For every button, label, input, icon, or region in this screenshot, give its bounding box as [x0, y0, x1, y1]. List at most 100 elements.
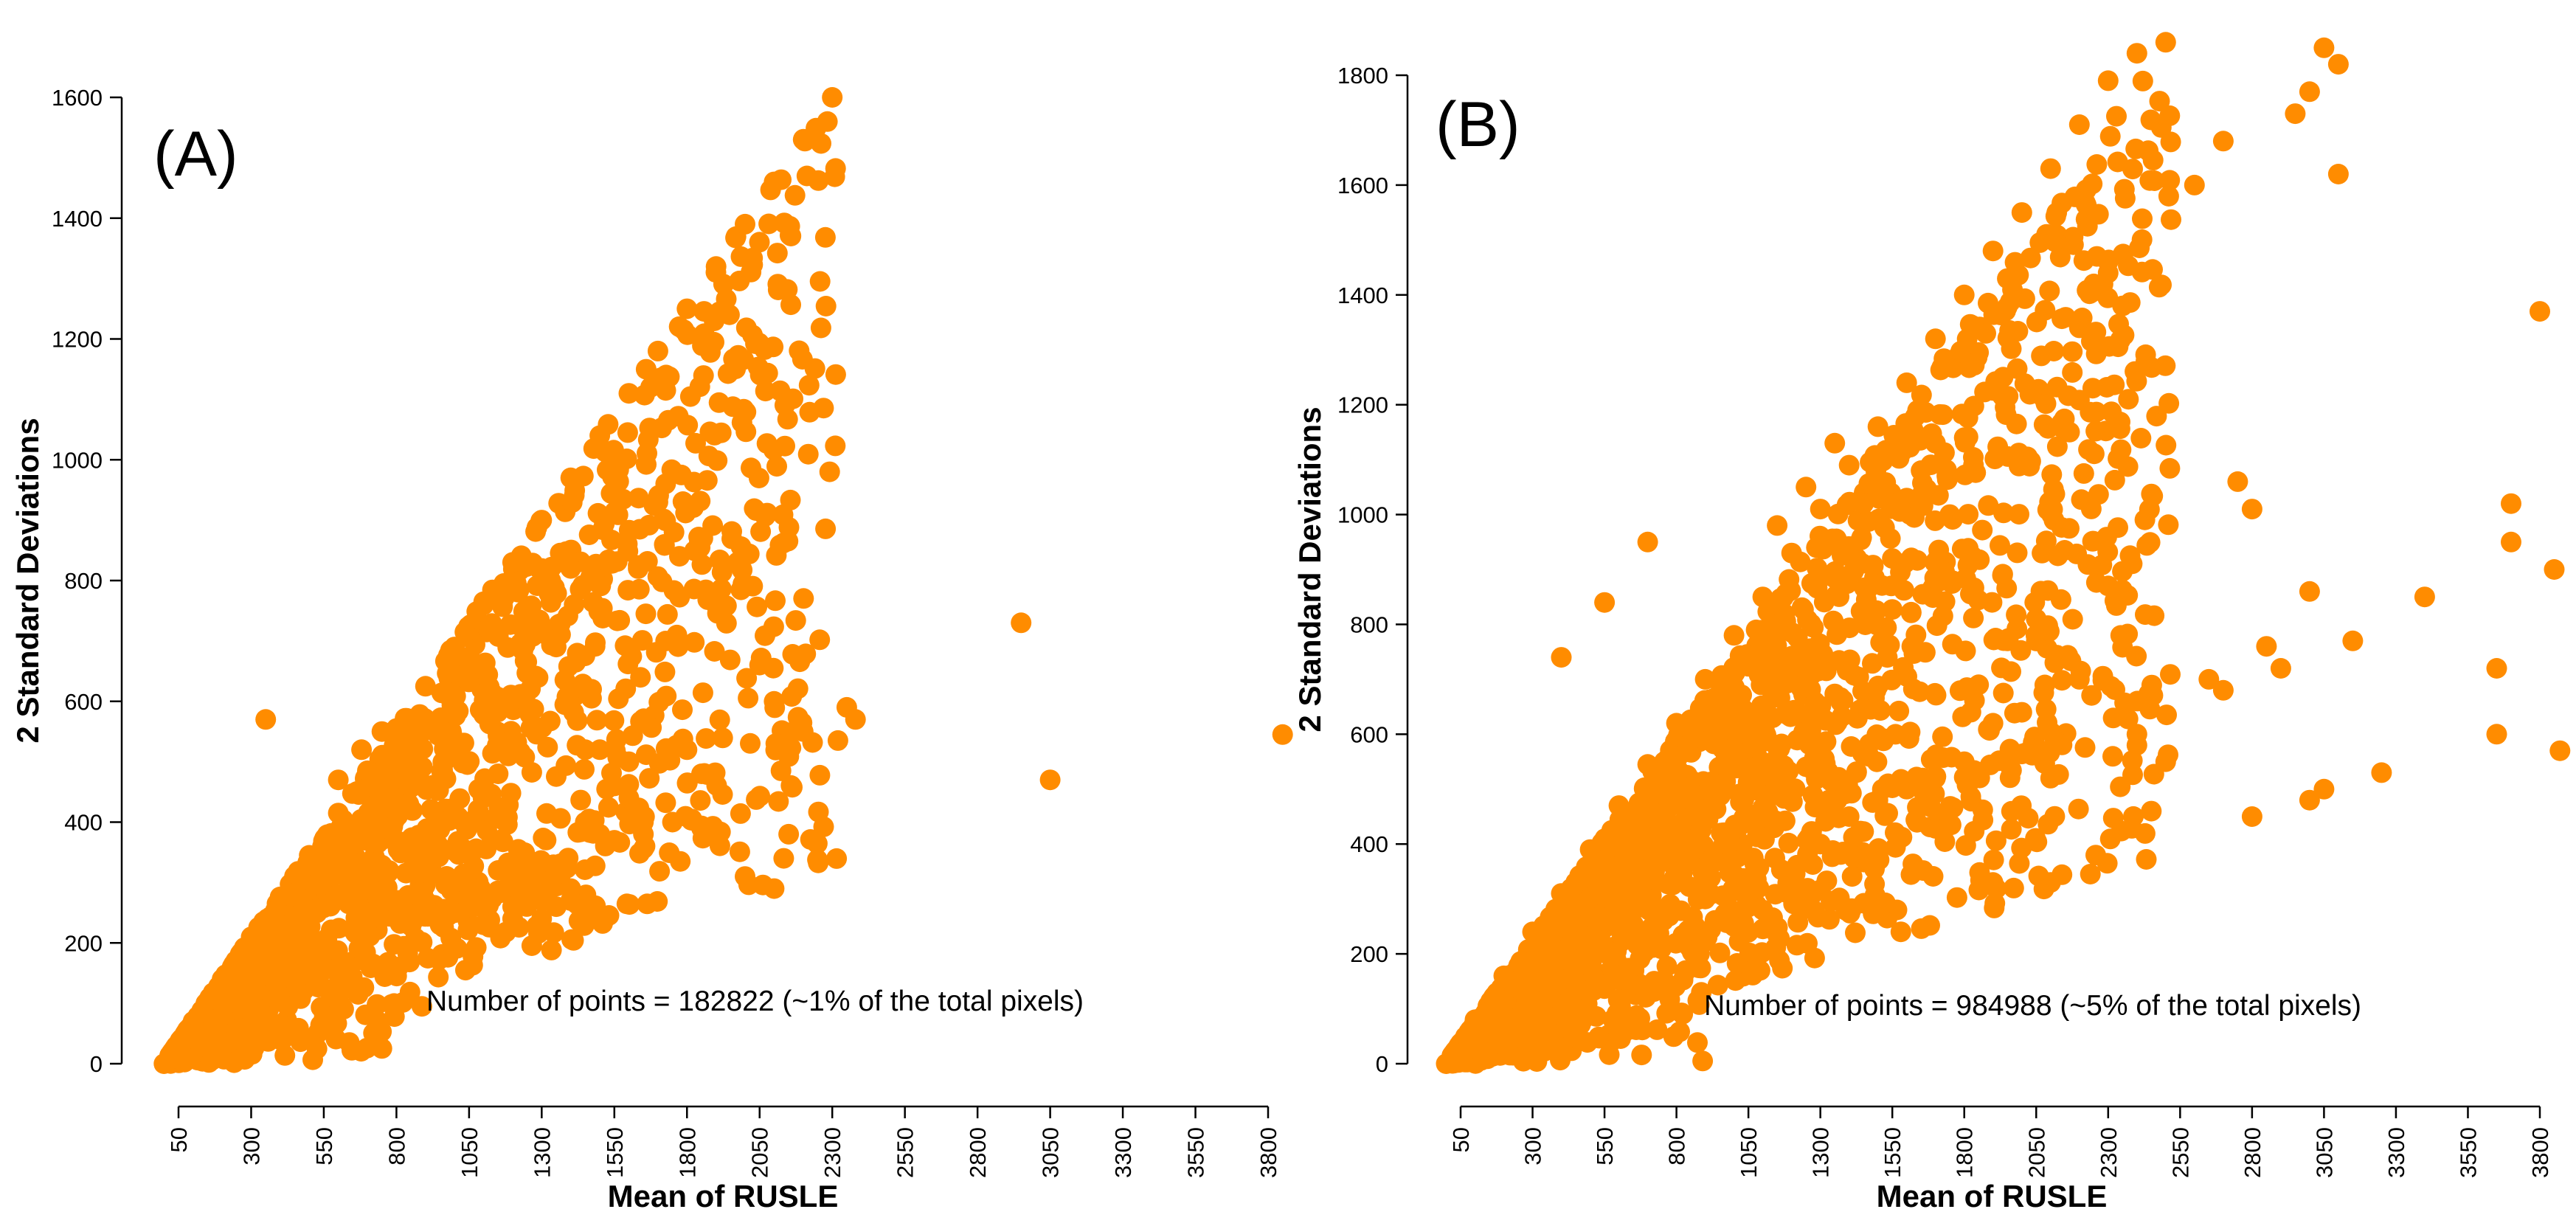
cloud-point — [2075, 209, 2097, 230]
cloud-point — [2014, 288, 2035, 309]
cloud-point — [1645, 869, 1666, 890]
cloud-point — [629, 578, 650, 600]
cloud-point — [635, 744, 657, 766]
data-point — [1637, 754, 1658, 775]
data-point — [444, 902, 465, 924]
cloud-point — [367, 887, 389, 908]
cloud-point — [1989, 750, 2009, 772]
cloud-point — [1897, 666, 1917, 688]
cloud-point — [2097, 853, 2118, 874]
x-tick-label: 800 — [1664, 1127, 1690, 1166]
cloud-point — [710, 821, 731, 842]
cloud-point — [2009, 504, 2029, 525]
cloud-point — [2080, 401, 2101, 423]
cloud-point — [422, 775, 443, 796]
cloud-point — [1638, 899, 1660, 921]
cloud-point — [825, 364, 846, 385]
data-point — [1436, 1053, 1457, 1074]
cloud-point — [1787, 912, 1809, 933]
cloud-point — [655, 792, 676, 814]
cloud-point — [2155, 355, 2176, 376]
cloud-point — [1907, 550, 1928, 571]
x-tick-label: 1050 — [457, 1127, 482, 1178]
cloud-point — [1841, 736, 1862, 757]
cloud-point — [500, 783, 522, 804]
cloud-point — [1925, 818, 1946, 839]
cloud-point — [815, 296, 837, 316]
cloud-point — [2136, 849, 2157, 870]
data-point — [792, 721, 814, 742]
data-point — [1882, 548, 1903, 569]
cloud-point — [2052, 734, 2073, 755]
cloud-point — [2062, 341, 2083, 362]
cloud-point — [516, 651, 538, 673]
cloud-point — [656, 685, 677, 707]
cloud-point — [2126, 370, 2147, 392]
cloud-point — [1827, 503, 1849, 524]
cloud-point — [345, 907, 367, 929]
cloud-point — [819, 461, 840, 482]
cloud-point — [727, 552, 748, 572]
cloud-point — [1800, 638, 1821, 659]
cloud-point — [1746, 738, 1767, 758]
cloud-point — [779, 215, 800, 237]
cloud-point — [2062, 361, 2083, 383]
data-point — [705, 256, 727, 277]
cloud-point — [2159, 457, 2181, 479]
data-point — [2068, 114, 2090, 135]
cloud-point — [649, 861, 671, 882]
cloud-point — [1830, 691, 1852, 713]
cloud-point — [2046, 436, 2068, 457]
cloud-point — [2132, 208, 2153, 229]
cloud-point — [2068, 798, 2089, 820]
cloud-point — [810, 317, 831, 339]
cloud-point — [2144, 170, 2165, 191]
cloud-point — [716, 288, 737, 310]
cloud-point — [710, 578, 732, 600]
cloud-point — [2156, 704, 2177, 726]
cloud-point — [1790, 657, 1812, 678]
cloud-point — [1772, 957, 1793, 979]
cloud-point — [616, 449, 637, 469]
cloud-point — [476, 838, 497, 859]
cloud-point — [2149, 91, 2170, 112]
cloud-point — [602, 466, 623, 488]
data-point — [2097, 575, 2119, 597]
cloud-point — [2136, 350, 2156, 372]
cloud-point — [609, 609, 631, 631]
cloud-point — [1657, 748, 1678, 769]
cloud-point — [1589, 884, 1610, 905]
cloud-point — [300, 930, 321, 952]
x-tick-label: 800 — [384, 1127, 409, 1166]
data-point — [2011, 702, 2032, 723]
cloud-point — [1807, 907, 1829, 928]
x-axis-title: Mean of RUSLE — [608, 1179, 839, 1213]
cloud-point — [2117, 585, 2139, 606]
cloud-point — [2083, 443, 2105, 465]
y-axis-title: 2 Standard Deviations — [10, 418, 45, 743]
cloud-point — [708, 392, 730, 413]
cloud-point — [615, 678, 637, 699]
data-point — [1011, 612, 1032, 634]
cloud-point — [2025, 828, 2046, 849]
cloud-point — [570, 789, 592, 811]
cloud-point — [1866, 614, 1887, 635]
cloud-point — [427, 834, 449, 855]
cloud-point — [2044, 231, 2066, 252]
data-point — [1867, 416, 1888, 437]
cloud-point — [546, 766, 567, 787]
cloud-point — [2051, 412, 2072, 434]
cloud-point — [692, 682, 713, 704]
cloud-point — [1845, 922, 1866, 943]
cloud-point — [663, 580, 685, 601]
cloud-point — [1599, 1044, 1620, 1065]
cloud-point — [2073, 463, 2094, 484]
data-point — [1551, 647, 1572, 668]
cloud-point — [1655, 974, 1677, 996]
cloud-point — [1999, 320, 2021, 341]
cloud-point — [769, 380, 791, 401]
cloud-point — [806, 833, 828, 854]
cloud-point — [428, 966, 449, 988]
cloud-point — [785, 610, 806, 631]
